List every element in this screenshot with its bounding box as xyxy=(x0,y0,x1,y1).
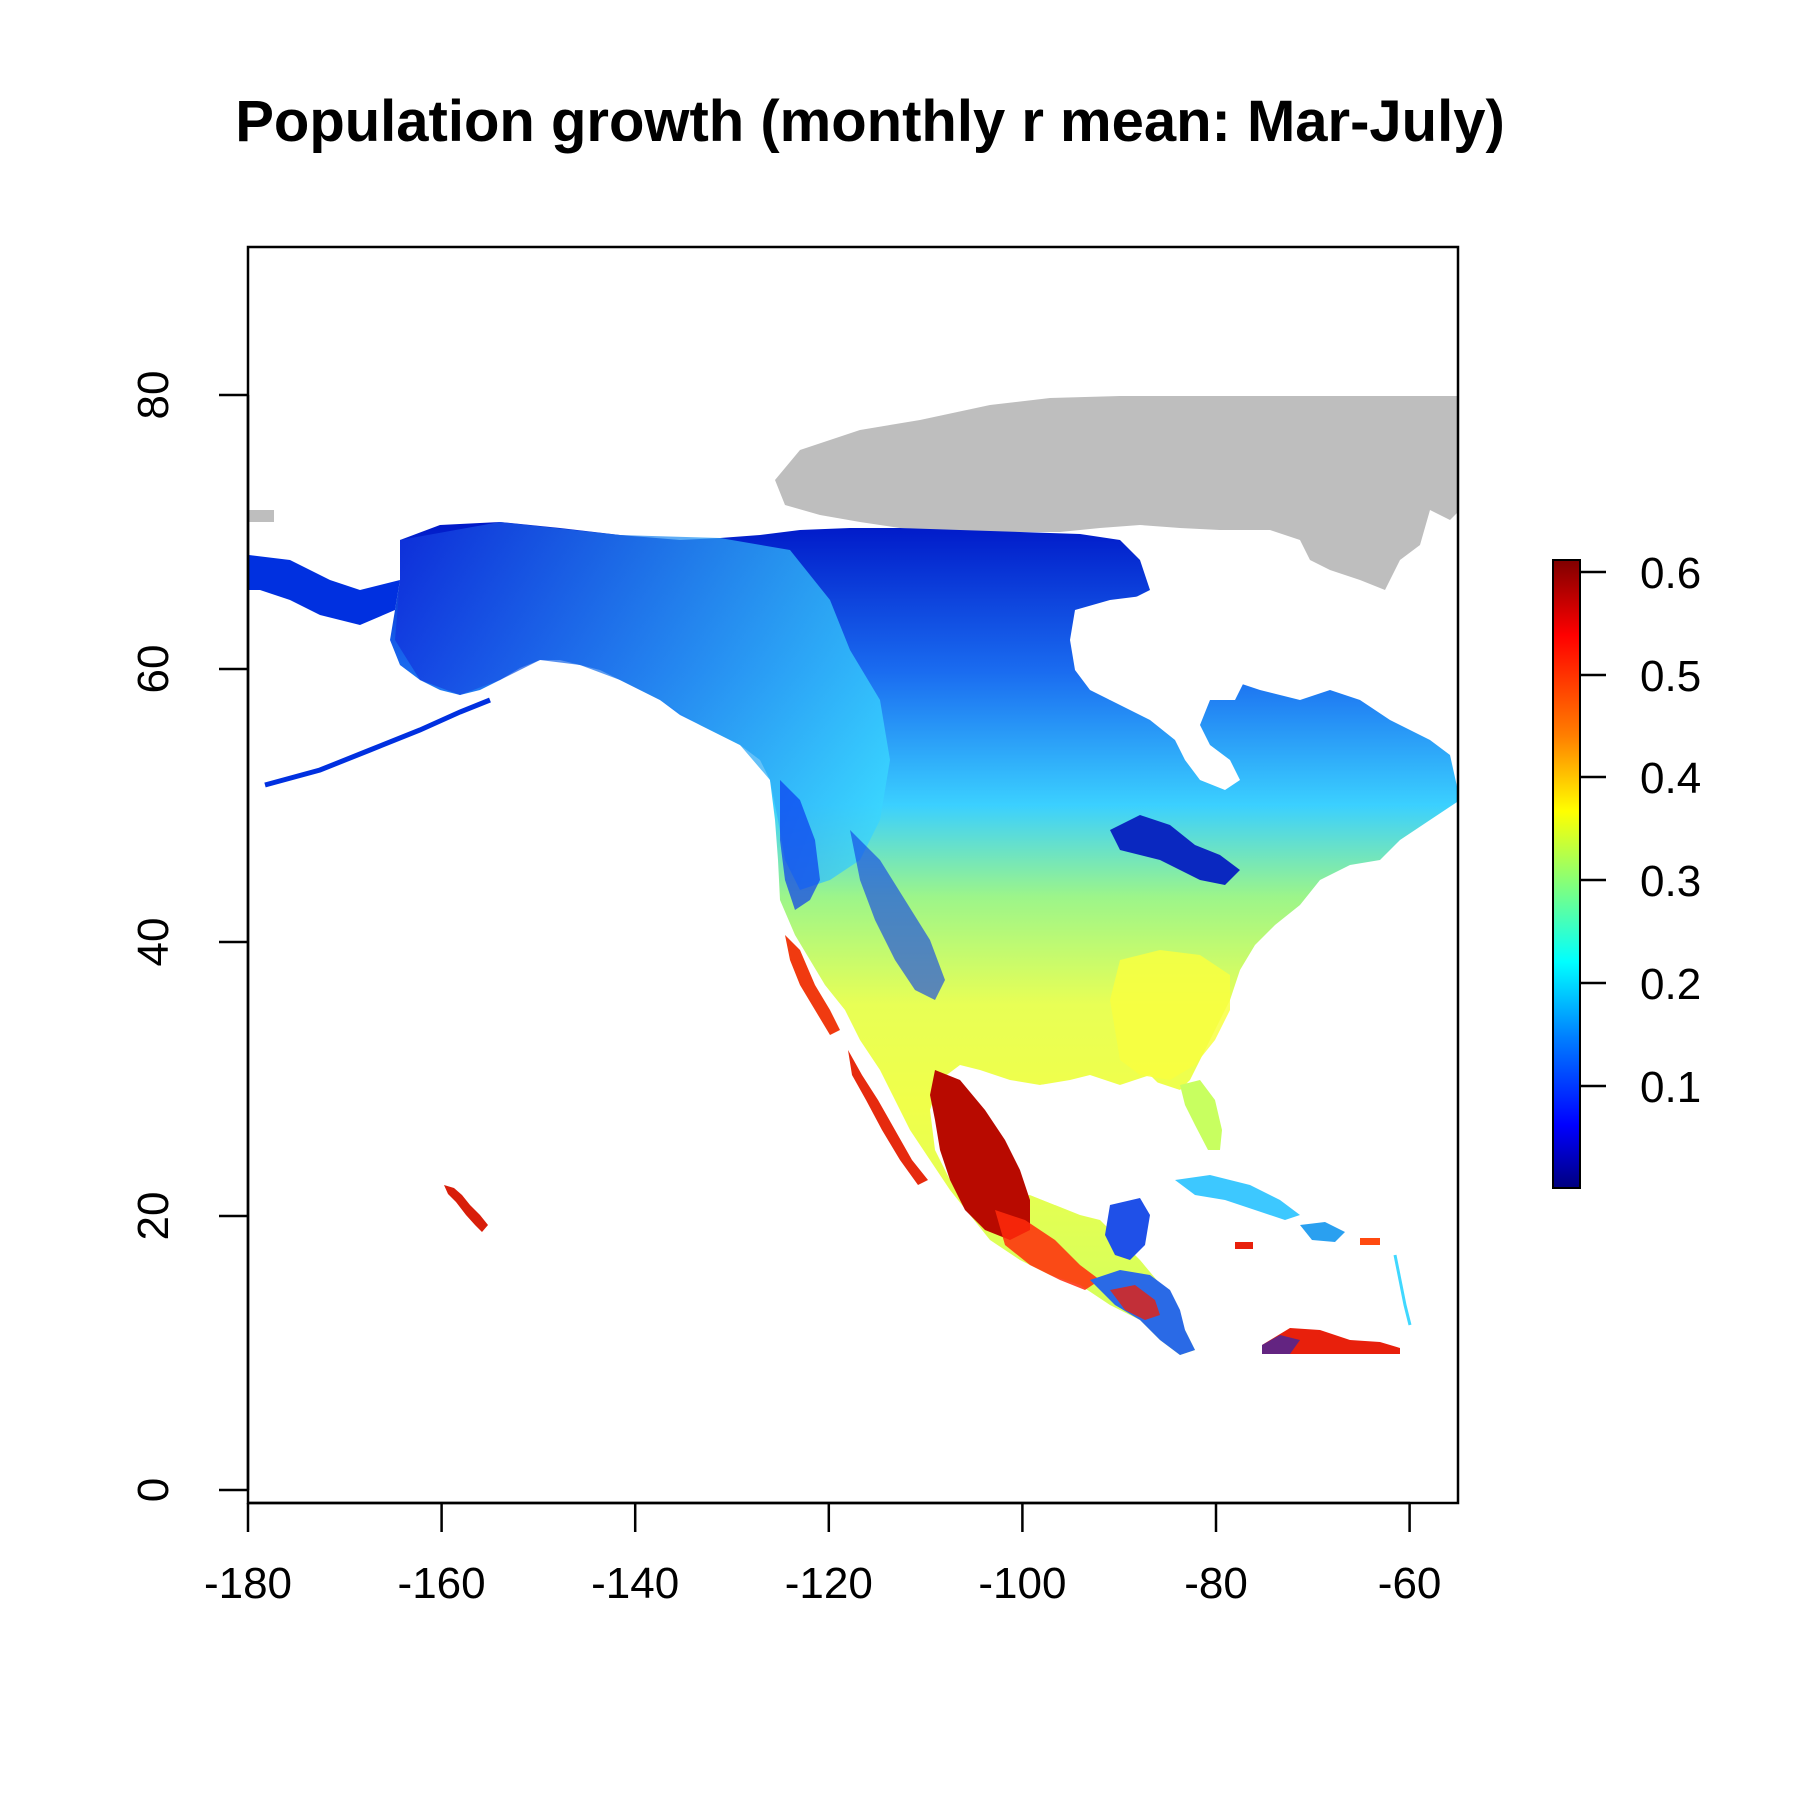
legend-tick-label: 0.6 xyxy=(1640,549,1701,598)
legend-ticks xyxy=(1580,570,1606,1088)
arctic-no-data-region xyxy=(775,396,1458,590)
color-legend-bar xyxy=(1552,559,1581,1189)
alaska-west-coast xyxy=(249,555,400,625)
y-tick-label: 60 xyxy=(129,645,178,694)
legend-tick-label: 0.3 xyxy=(1640,857,1701,906)
y-tick-label: 0 xyxy=(129,1478,178,1502)
x-tick-label: -60 xyxy=(1378,1559,1442,1608)
x-tick-label: -100 xyxy=(978,1559,1066,1608)
puerto-rico xyxy=(1360,1238,1380,1245)
map-layers xyxy=(249,396,1458,1355)
y-axis xyxy=(219,393,250,1492)
yucatan xyxy=(1105,1198,1150,1260)
gulf-of-mexico xyxy=(1020,1080,1180,1205)
central-america-red xyxy=(1110,1285,1160,1320)
mexico-south-red xyxy=(995,1210,1100,1290)
baja-california xyxy=(848,1050,928,1185)
jamaica xyxy=(1235,1242,1253,1249)
legend-tick-label: 0.5 xyxy=(1640,652,1701,701)
alaska-cold-overlay xyxy=(395,522,890,890)
y-tick-labels: 0 20 40 60 80 xyxy=(129,371,178,1503)
x-tick-label: -80 xyxy=(1184,1559,1248,1608)
hispaniola xyxy=(1300,1222,1345,1242)
x-tick-label: -140 xyxy=(591,1559,679,1608)
mexico-highlands xyxy=(930,1070,1030,1240)
legend-tick-label: 0.4 xyxy=(1640,754,1701,803)
legend-tick-label: 0.2 xyxy=(1640,960,1701,1009)
california-coast xyxy=(785,935,840,1035)
rocky-mountains xyxy=(850,830,945,1000)
x-axis xyxy=(246,1501,1411,1532)
y-tick-label: 40 xyxy=(129,918,178,967)
lesser-antilles xyxy=(1393,1254,1412,1326)
map-title: Population growth (monthly r mean: Mar-J… xyxy=(235,89,1505,154)
legend-tick-label: 0.1 xyxy=(1640,1063,1701,1112)
x-tick-label: -160 xyxy=(398,1559,486,1608)
y-tick-label: 20 xyxy=(129,1192,178,1241)
pacific-northwest xyxy=(780,780,820,910)
great-lakes xyxy=(1110,815,1240,885)
florida xyxy=(1180,1080,1222,1150)
cuba xyxy=(1175,1175,1300,1220)
x-tick-label: -180 xyxy=(204,1559,292,1608)
alaska-tip-no-data xyxy=(249,510,274,522)
southeast-us-warm xyxy=(1110,950,1230,1080)
aleutian-islands xyxy=(264,697,491,788)
south-america-coast xyxy=(1262,1328,1400,1354)
hawaii xyxy=(444,1185,488,1232)
legend-tick-labels: 0.1 0.2 0.3 0.4 0.5 0.6 xyxy=(1640,549,1701,1112)
x-tick-label: -120 xyxy=(785,1559,873,1608)
south-america-coast-blue xyxy=(1262,1335,1300,1354)
hudson-bay xyxy=(1070,595,1245,790)
y-tick-label: 80 xyxy=(129,371,178,420)
x-tick-labels: -180 -160 -140 -120 -100 -80 -60 xyxy=(204,1559,1441,1608)
